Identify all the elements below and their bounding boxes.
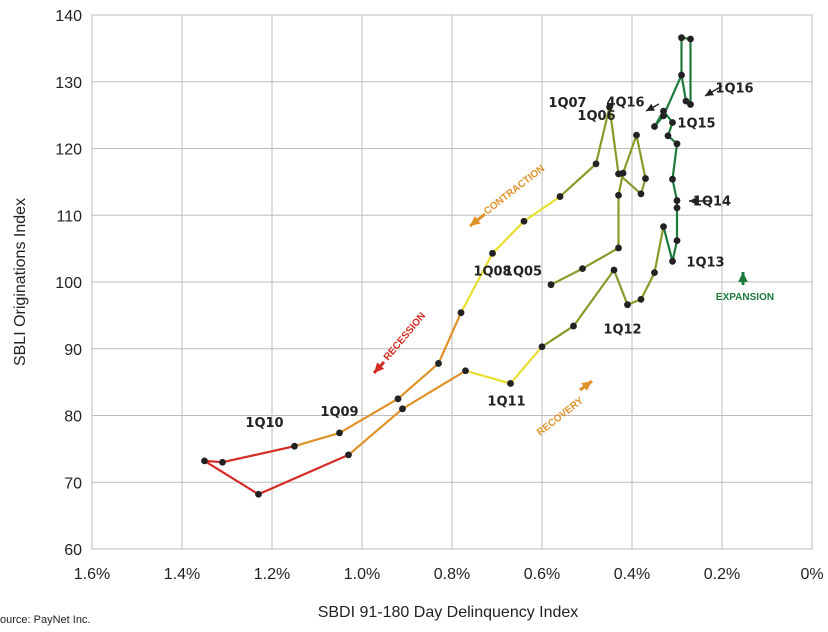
data-point: [633, 131, 640, 139]
pointer-1q14-head: [689, 197, 698, 205]
x-tick-label: 1.4%: [164, 566, 200, 583]
data-point: [255, 490, 262, 498]
data-point: [678, 71, 685, 79]
quarter-label: 1Q09: [320, 405, 358, 420]
quarter-label: 1Q08: [473, 264, 511, 279]
data-point: [291, 442, 298, 450]
data-point: [687, 101, 694, 108]
series-segment: [549, 105, 647, 286]
data-point: [579, 265, 586, 273]
x-tick-label: 0.8%: [434, 566, 470, 583]
quarter-label: 1Q13: [686, 255, 724, 270]
data-point: [637, 190, 645, 198]
data-point: [399, 405, 406, 413]
quarter-label: 1Q14: [693, 195, 731, 210]
grid: [91, 14, 813, 550]
pointer-arrows: [372, 85, 748, 392]
x-tick-label: 0.4%: [614, 566, 650, 583]
data-point: [394, 395, 402, 403]
quarter-label: 4Q16: [606, 95, 644, 110]
data-point: [462, 367, 469, 375]
quarter-label: 1Q06: [577, 109, 615, 124]
quarter-label: 1Q11: [487, 394, 525, 409]
data-point: [673, 237, 681, 245]
data-point: [615, 244, 622, 252]
data-point: [201, 457, 208, 465]
x-tick-label: 0%: [800, 566, 823, 583]
tick-labels: 1.6% 1.4% 1.2% 1.0% 0.8% 0.6% 0.4% 0.2% 0% 60 70 80…: [55, 8, 823, 583]
phase-arrow-head: [581, 381, 592, 391]
quarter-label: 1Q12: [603, 323, 641, 338]
quarter-label: 1Q16: [715, 81, 753, 96]
data-point: [642, 175, 649, 182]
y-tick-label: 120: [55, 142, 82, 159]
data-point: [660, 223, 667, 230]
data-point: [664, 132, 672, 140]
y-tick-label: 130: [55, 75, 82, 92]
series-points: [201, 34, 694, 498]
x-axis-label: SBDI 91-180 Day Delinquency Index: [318, 604, 579, 621]
data-point: [592, 160, 600, 168]
quarter-label: 1Q15: [677, 116, 715, 131]
data-point: [606, 103, 613, 111]
data-point: [435, 360, 442, 367]
data-point: [669, 175, 676, 183]
phase-arrow-head: [738, 272, 748, 282]
x-tick-label: 1.2%: [254, 566, 290, 583]
data-point: [660, 107, 667, 115]
series-segment: [653, 36, 692, 263]
data-point: [624, 301, 631, 309]
y-axis-label: SBLI Originations Index: [12, 198, 29, 366]
quarter-label: 1Q07: [548, 96, 586, 111]
data-point: [507, 380, 514, 387]
phase-arrow-head: [374, 362, 385, 373]
series-segment: [459, 195, 562, 314]
data-point: [669, 119, 676, 126]
y-tick-label: 110: [56, 208, 82, 225]
data-point: [610, 266, 618, 274]
data-point: [651, 123, 658, 130]
data-point: [547, 281, 555, 289]
data-point: [538, 343, 546, 351]
quarter-label: 1Q10: [245, 416, 283, 431]
phase-arrow-head: [470, 216, 481, 226]
phase-label: EXPANSION: [716, 292, 774, 303]
data-point: [669, 257, 676, 265]
data-point: [637, 295, 645, 303]
data-point: [673, 204, 681, 212]
y-tick-label: 140: [55, 8, 82, 25]
data-point: [345, 451, 352, 459]
x-tick-label: 0.2%: [704, 566, 740, 583]
y-tick-label: 90: [64, 342, 82, 359]
x-tick-label: 1.0%: [344, 566, 380, 583]
source-note: ource: PayNet Inc.: [0, 614, 91, 626]
data-point: [678, 34, 685, 42]
y-tick-label: 60: [64, 542, 82, 559]
x-tick-label: 0.6%: [524, 566, 560, 583]
data-point: [651, 269, 658, 277]
pointer-1q16-head: [705, 88, 714, 96]
data-point: [687, 35, 694, 43]
data-point: [570, 322, 577, 330]
quarter-label: 1Q05: [504, 265, 542, 280]
data-point: [673, 197, 681, 204]
data-point: [520, 217, 528, 225]
x-tick-label: 1.6%: [74, 566, 110, 583]
data-point: [660, 112, 667, 120]
data-point: [219, 458, 226, 466]
y-tick-label: 80: [64, 409, 82, 426]
y-tick-label: 100: [55, 275, 82, 292]
data-point: [673, 140, 681, 148]
data-point: [336, 429, 343, 437]
data-point: [489, 249, 496, 257]
y-tick-label: 70: [64, 475, 82, 492]
data-point: [556, 193, 564, 200]
data-point: [615, 170, 622, 178]
data-point: [457, 309, 465, 317]
data-point: [615, 191, 622, 199]
pointer-4q16-head: [646, 103, 655, 111]
